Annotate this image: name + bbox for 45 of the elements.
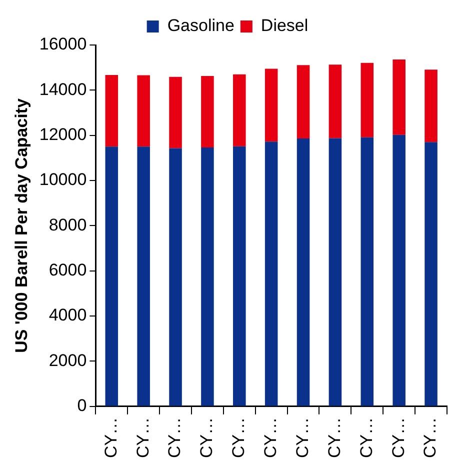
x-tick-label: CY… (388, 417, 408, 458)
x-tick-label: CY… (229, 417, 248, 458)
x-tick-label: CY… (165, 417, 184, 458)
y-tick-label: 6000 (48, 260, 87, 280)
bar (233, 74, 246, 146)
bar (137, 146, 150, 406)
bar (328, 64, 342, 138)
bar (328, 138, 342, 406)
bar (264, 68, 278, 142)
legend-label: Diesel (260, 16, 308, 36)
x-tick-label: CY… (292, 417, 312, 458)
y-tick-label: 2000 (48, 350, 87, 370)
x-tick-label: CY… (197, 417, 216, 458)
legend-label: Gasoline (167, 16, 234, 36)
y-tick-label: 8000 (48, 215, 87, 234)
bar (392, 59, 406, 135)
bar (424, 142, 438, 406)
bar (233, 146, 246, 406)
bar (264, 142, 278, 406)
bar (360, 137, 374, 406)
bar (105, 146, 118, 406)
bar (392, 134, 406, 406)
bar (137, 75, 150, 147)
y-tick-label: 12000 (39, 125, 87, 144)
x-tick-label: CY… (324, 417, 344, 458)
bar (105, 75, 118, 147)
x-tick-label: CY… (101, 417, 120, 458)
y-tick-label: 10000 (39, 170, 87, 190)
x-tick-label: CY… (420, 417, 440, 458)
y-axis-title: US '000 Barell Per day Capacity (12, 98, 31, 353)
bar (424, 70, 438, 142)
bar (169, 76, 182, 148)
y-tick-label: 16000 (39, 34, 87, 54)
bar (169, 148, 182, 406)
bar (360, 62, 374, 138)
y-tick-label: 4000 (48, 306, 87, 325)
y-tick-label: 0 (77, 396, 87, 416)
bar (296, 138, 310, 406)
bar (296, 65, 310, 139)
x-tick-label: CY… (133, 417, 152, 458)
x-tick-label: CY… (261, 417, 280, 458)
bar (201, 76, 214, 148)
y-tick-label: 14000 (39, 80, 87, 99)
x-tick-label: CY… (356, 417, 376, 458)
bar (201, 148, 214, 406)
